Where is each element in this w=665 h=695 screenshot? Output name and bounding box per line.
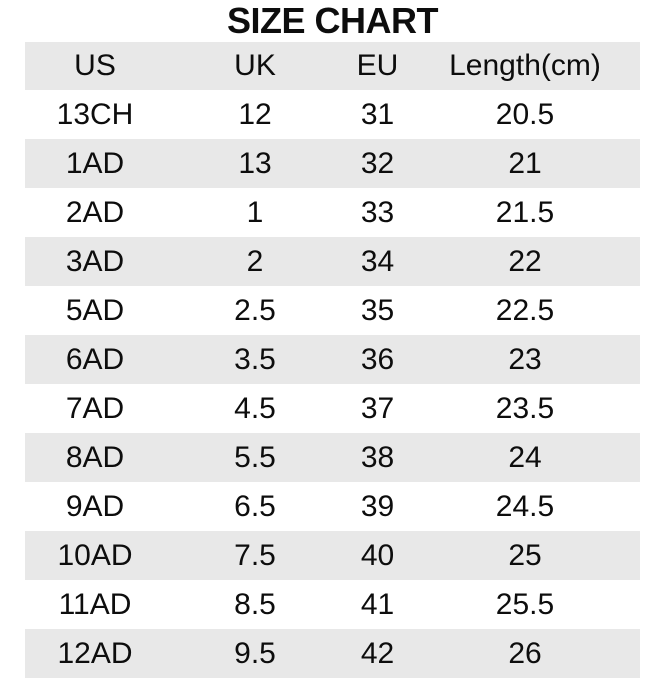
- table-row: 8AD 5.5 38 24: [25, 433, 640, 482]
- table-cell-uk: 6.5: [234, 489, 276, 523]
- table-cell-length: 25.5: [495, 587, 555, 621]
- table-cell-uk: 8.5: [234, 587, 276, 621]
- table-row: 13CH 12 31 20.5: [25, 90, 640, 139]
- table-cell-us: 12AD: [57, 636, 133, 670]
- table-cell-eu: 36: [360, 342, 395, 376]
- table-cell-length: 20.5: [495, 97, 555, 131]
- table-cell-uk: 2.5: [234, 293, 276, 327]
- table-cell-eu: 41: [360, 587, 395, 621]
- table-cell-uk: 12: [238, 97, 272, 131]
- table-row: 7AD 4.5 37 23.5: [25, 384, 640, 433]
- table-cell-eu: 34: [360, 244, 395, 278]
- table-row: 2AD 1 33 21.5: [25, 188, 640, 237]
- table-cell-us: 8AD: [65, 440, 125, 474]
- chart-title: SIZE CHART: [227, 0, 439, 41]
- table-cell-eu: 42: [360, 636, 395, 670]
- table-cell-us: 2AD: [65, 195, 125, 229]
- table-cell-us: 1AD: [65, 146, 125, 180]
- table-cell-us: 6AD: [65, 342, 125, 376]
- table-cell-length: 23.5: [495, 391, 555, 425]
- size-chart-page: SIZE CHART US UK EU Length(cm) 13CH 12 3…: [25, 0, 640, 678]
- table-cell-eu: 40: [360, 538, 395, 572]
- table-cell-us: 5AD: [65, 293, 125, 327]
- table-cell-length: 25: [508, 538, 542, 572]
- table-row: 3AD 2 34 22: [25, 237, 640, 286]
- table-cell-length: 22: [508, 244, 542, 278]
- table-cell-eu: 39: [360, 489, 395, 523]
- size-table: US UK EU Length(cm) 13CH 12 31 20.5 1AD …: [25, 42, 640, 678]
- table-cell-length: 23: [508, 342, 542, 376]
- table-cell-us: 7AD: [65, 391, 125, 425]
- table-cell-uk: 5.5: [234, 440, 276, 474]
- table-cell-length: 26: [508, 636, 542, 670]
- table-row: 5AD 2.5 35 22.5: [25, 286, 640, 335]
- table-cell-eu: 31: [360, 97, 395, 131]
- table-row: 11AD 8.5 41 25.5: [25, 580, 640, 629]
- table-row: 12AD 9.5 42 26: [25, 629, 640, 678]
- table-cell-uk: 4.5: [234, 391, 276, 425]
- table-cell-eu: 38: [360, 440, 395, 474]
- table-cell-us: 13CH: [56, 97, 134, 131]
- table-cell-uk: 9.5: [234, 636, 276, 670]
- table-cell-eu: 33: [360, 195, 395, 229]
- table-cell-uk: 7.5: [234, 538, 276, 572]
- table-cell-us: 3AD: [65, 244, 125, 278]
- table-cell-length: 21.5: [495, 195, 555, 229]
- table-cell-eu: 32: [360, 146, 395, 180]
- table-header-row: US UK EU Length(cm): [25, 42, 640, 90]
- column-header-uk: UK: [234, 49, 276, 82]
- table-cell-length: 24.5: [495, 489, 555, 523]
- table-cell-uk: 3.5: [234, 342, 276, 376]
- column-header-us: US: [74, 49, 116, 82]
- table-cell-length: 21: [508, 146, 542, 180]
- table-row: 9AD 6.5 39 24.5: [25, 482, 640, 531]
- table-cell-us: 10AD: [57, 538, 133, 572]
- table-cell-us: 11AD: [58, 587, 132, 621]
- table-cell-uk: 2: [246, 244, 264, 278]
- table-cell-uk: 1: [246, 195, 264, 229]
- table-body: 13CH 12 31 20.5 1AD 13 32 21 2AD 1 33 21…: [25, 90, 640, 678]
- table-row: 6AD 3.5 36 23: [25, 335, 640, 384]
- table-cell-length: 24: [508, 440, 542, 474]
- table-row: 10AD 7.5 40 25: [25, 531, 640, 580]
- table-cell-length: 22.5: [495, 293, 555, 327]
- column-header-eu: EU: [356, 49, 399, 82]
- column-header-length: Length(cm): [449, 49, 601, 82]
- table-cell-us: 9AD: [65, 489, 125, 523]
- table-cell-uk: 13: [238, 146, 272, 180]
- table-cell-eu: 35: [360, 293, 395, 327]
- table-row: 1AD 13 32 21: [25, 139, 640, 188]
- table-cell-eu: 37: [360, 391, 395, 425]
